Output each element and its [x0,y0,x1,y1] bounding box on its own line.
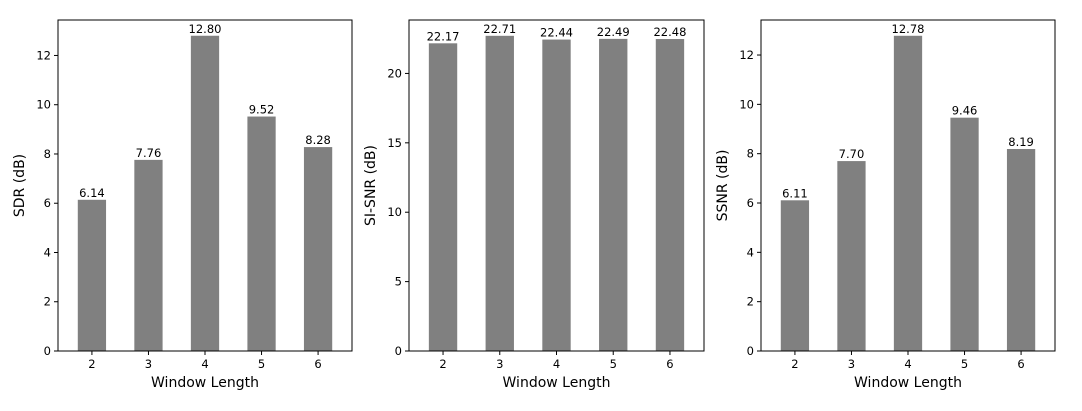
y-tick-label: 8 [44,147,51,161]
x-tick-label: 4 [553,357,560,371]
y-axis-label: SDR (dB) [12,154,28,217]
bar-value-label: 9.52 [249,103,275,117]
bar [950,117,979,351]
bar-value-label: 7.70 [839,147,865,161]
bar [485,35,514,352]
y-tick-label: 4 [747,245,754,259]
x-tick-label: 3 [145,357,152,371]
x-tick-label: 3 [496,357,503,371]
x-axis-label: Window Length [854,375,962,391]
bar [780,200,810,351]
bar [542,39,571,352]
bar-value-label: 9.46 [952,104,978,118]
x-tick-label: 2 [88,357,95,371]
bar-value-label: 8.19 [1008,135,1034,149]
y-tick-label: 20 [387,66,402,80]
bar-value-label: 22.44 [540,26,573,40]
bar [190,35,220,352]
bar-value-label: 6.14 [79,186,105,200]
y-tick-label: 2 [747,295,754,309]
y-tick-label: 0 [747,344,754,358]
y-tick-label: 12 [36,48,51,62]
x-tick-label: 4 [904,357,911,371]
y-tick-label: 10 [387,205,402,219]
bar [303,147,333,351]
chart-panel-1: 6.14 7.76 12.80 9.52 8.28 2 3 4 5 6 0 2 4 6 8 10 12 Windo… [12,19,353,391]
chart-panel-2: 22.17 22.71 22.44 22.49 22.48 2 3 4 5 6 0 5 10 15 20 Wi… [363,19,705,391]
y-tick-label: 0 [395,344,402,358]
y-tick-label: 8 [747,147,754,161]
x-axis-label: Window Length [503,375,611,391]
x-axis-label: Window Length [151,375,259,391]
bar-value-label: 22.49 [597,25,630,39]
bar-value-label: 7.76 [136,146,162,160]
x-tick-label: 3 [848,357,855,371]
x-tick-label: 5 [258,357,265,371]
x-tick-label: 6 [1017,357,1024,371]
x-tick-label: 5 [610,357,617,371]
bar [77,199,107,351]
y-tick-label: 0 [44,344,51,358]
bar [655,39,685,351]
bar-value-label: 22.71 [483,22,516,36]
bar-value-label: 6.11 [782,186,808,200]
y-tick-label: 5 [395,275,402,289]
y-tick-label: 12 [739,48,754,62]
bar [428,43,458,351]
bar [837,161,866,351]
chart-panel-3: 6.11 7.70 12.78 9.46 8.19 2 3 4 5 6 0 2 4 6 8 10 12 Windo… [715,19,1056,391]
bar [893,35,923,351]
x-tick-label: 2 [791,357,798,371]
y-tick-label: 10 [739,97,754,111]
bar-value-label: 12.78 [892,22,925,36]
bar-value-label: 22.17 [427,29,460,43]
y-tick-label: 10 [36,98,51,112]
bar-value-label: 12.80 [189,22,222,36]
bar [1006,148,1036,351]
y-tick-label: 6 [747,196,754,210]
bar [134,159,163,351]
bar [599,38,628,351]
y-tick-label: 15 [387,136,402,150]
y-tick-label: 6 [44,196,51,210]
bar [247,116,276,352]
bar-value-label: 8.28 [305,133,331,147]
bar-value-label: 22.48 [653,25,686,39]
x-tick-label: 5 [961,357,968,371]
y-tick-label: 4 [44,245,51,259]
y-tick-label: 2 [44,295,51,309]
x-tick-label: 6 [314,357,321,371]
y-axis-label: SI-SNR (dB) [363,145,379,226]
y-axis-label: SSNR (dB) [715,150,731,222]
x-tick-label: 2 [439,357,446,371]
x-tick-label: 6 [666,357,673,371]
x-tick-label: 4 [201,357,208,371]
